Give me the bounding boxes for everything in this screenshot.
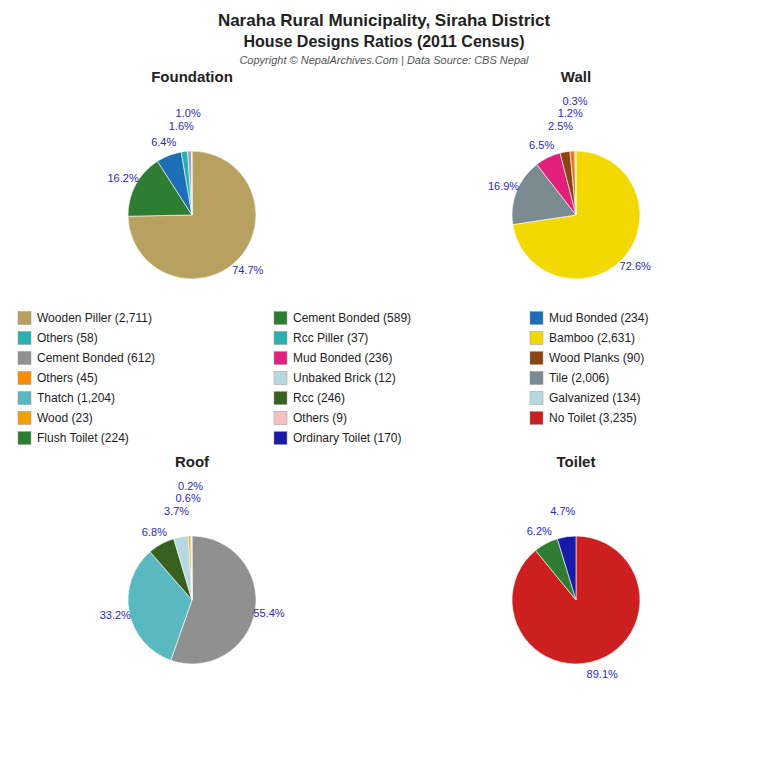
legend-swatch [530,412,543,425]
legend-swatch [274,312,287,325]
legend-swatch [18,312,31,325]
legend-swatch [274,412,287,425]
pie-slice [512,536,640,664]
legend-swatch [274,432,287,445]
data-label: 72.6% [620,260,651,272]
pie-slice [188,536,192,600]
data-label: 16.2% [108,172,139,184]
pie: Foundation 74.7% 16.2% 6.4% 1.6%1.0% [108,68,264,279]
pie-title: Wall [561,68,591,85]
legend-swatch [18,432,31,445]
legend-swatch [18,332,31,345]
legend-label: Wooden Piller (2,711) [37,311,152,325]
legend-label: Wood Planks (90) [549,351,644,365]
data-label: 74.7% [232,264,263,276]
legend-swatch [530,392,543,405]
data-label: 1.6% [169,120,194,132]
data-label: 89.1% [587,668,618,680]
legend-label: Rcc (246) [293,391,345,405]
data-label: 1.2% [558,107,583,119]
data-label: 0.3% [562,95,587,107]
legend-label: Others (58) [37,331,98,345]
pie-title: Roof [175,453,210,470]
pie-slice [560,151,576,215]
data-label: 6.8% [142,526,167,538]
legend-swatch [274,332,287,345]
data-label: 1.0% [176,107,201,119]
pie-slice [191,536,192,600]
legend-label: Rcc Piller (37) [293,331,368,345]
pie-title: Foundation [151,68,233,85]
legend-label: Ordinary Toilet (170) [293,431,402,445]
legend-swatch [18,352,31,365]
data-label: 33.2% [100,609,131,621]
pie: Wall 72.6% 16.9% 6.5% 2.5%1.2%0.3% [488,68,651,279]
data-label: 16.9% [488,180,519,192]
data-label: 4.7% [550,505,575,517]
legend-label: Unbaked Brick (12) [293,371,396,385]
pie-slice [188,151,192,215]
legend-label: Cement Bonded (612) [37,351,155,365]
pie-slice [157,152,192,215]
legend-label: Tile (2,006) [549,371,609,385]
data-label: 0.2% [178,480,203,492]
pie-slice [557,536,576,600]
legend-swatch [274,372,287,385]
legend: Wooden Piller (2,711) Others (58) Cement B… [18,311,648,445]
data-label: 55.4% [253,607,284,619]
data-label: 6.4% [151,136,176,148]
pie-slice [174,536,192,600]
legend-label: Wood (23) [37,411,93,425]
legend-swatch [274,352,287,365]
legend-label: Thatch (1,204) [37,391,115,405]
data-label: 3.7% [164,505,189,517]
pie-title: Toilet [557,453,596,470]
legend-swatch [530,352,543,365]
legend-swatch [274,392,287,405]
pie-slice [570,151,576,215]
legend-label: Cement Bonded (589) [293,311,411,325]
legend-swatch [18,412,31,425]
data-label: 6.5% [529,139,554,151]
legend-swatch [530,312,543,325]
legend-label: Others (9) [293,411,347,425]
chart-canvas: Naraha Rural Municipality, Siraha Distri… [0,0,768,768]
note: Copyright © NepalArchives.Com | Data Sou… [239,54,529,66]
data-label: 6.2% [527,525,552,537]
legend-swatch [530,332,543,345]
data-label: 2.5% [548,120,573,132]
pie: Toilet 89.1% 6.2% 4.7% [512,453,640,680]
legend-label: Mud Bonded (234) [549,311,648,325]
pie: Roof 55.4% 33.2% 6.8% 3.7%0.6%0.2% [100,453,285,664]
pie-slice [191,151,192,215]
legend-swatch [18,372,31,385]
pie-slice [575,151,576,215]
background [0,0,768,768]
legend-swatch [530,372,543,385]
pie-slice [181,151,192,215]
legend-label: Others (45) [37,371,98,385]
legend-swatch [18,392,31,405]
subtitle: House Designs Ratios (2011 Census) [244,33,525,50]
pie-slice [191,536,192,600]
title: Naraha Rural Municipality, Siraha Distri… [218,11,551,30]
legend-label: Mud Bonded (236) [293,351,392,365]
pie-slice [128,151,256,279]
data-label: 0.6% [176,492,201,504]
legend-label: No Toilet (3,235) [549,411,637,425]
legend-label: Flush Toilet (224) [37,431,129,445]
legend-label: Galvanized (134) [549,391,640,405]
legend-label: Bamboo (2,631) [549,331,635,345]
